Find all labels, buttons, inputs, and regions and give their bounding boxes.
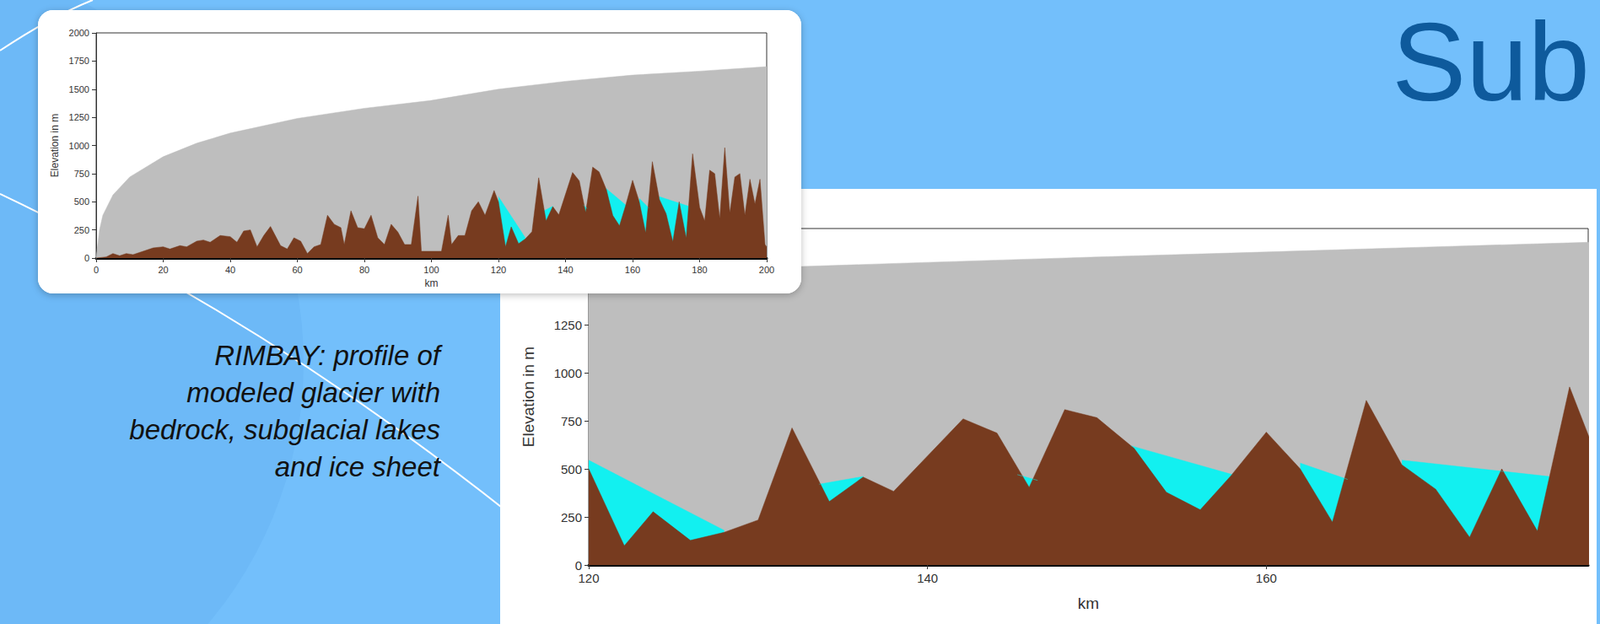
html-text:modeled glacier with: modeled glacier with [186,377,441,409]
svg-text:1500: 1500 [69,84,90,95]
svg-text:0: 0 [84,253,90,264]
svg-text:1250: 1250 [69,112,90,123]
svg-text:1250: 1250 [554,317,582,333]
html-text:and ice sheet: and ice sheet [274,451,441,483]
svg-text:500: 500 [560,462,582,477]
svg-text:250: 250 [560,510,582,525]
svg-text:Elevation in m: Elevation in m [48,113,61,178]
svg-text:750: 750 [74,168,90,179]
html-text:RIMBAY: profile of: RIMBAY: profile of [214,339,441,372]
svg-text:160: 160 [624,264,641,275]
svg-text:0: 0 [575,558,582,573]
html-text:bedrock, subglacial lakes: bedrock, subglacial lakes [129,414,441,446]
svg-text:250: 250 [74,225,90,236]
svg-text:40: 40 [225,264,236,275]
svg-text:20: 20 [157,264,168,275]
svg-text:180: 180 [691,264,707,275]
svg-text:Elevation in m: Elevation in m [519,346,538,448]
svg-text:160: 160 [1255,571,1277,586]
svg-text:km: km [425,277,439,290]
svg-text:100: 100 [423,264,439,275]
svg-text:120: 120 [577,571,599,586]
svg-text:60: 60 [291,264,302,275]
svg-text:1000: 1000 [554,366,582,381]
svg-text:2000: 2000 [69,27,90,38]
svg-text:80: 80 [359,264,370,275]
svg-text:1000: 1000 [69,140,90,151]
html-text:Sub: Sub [1391,0,1590,124]
svg-text:200: 200 [759,264,775,275]
svg-text:140: 140 [916,571,938,586]
svg-text:140: 140 [557,264,573,275]
svg-text:120: 120 [490,264,507,275]
svg-text:0: 0 [93,264,99,275]
svg-text:750: 750 [560,414,582,429]
svg-text:km: km [1077,594,1099,613]
svg-text:500: 500 [74,196,90,207]
svg-text:1750: 1750 [69,55,90,66]
